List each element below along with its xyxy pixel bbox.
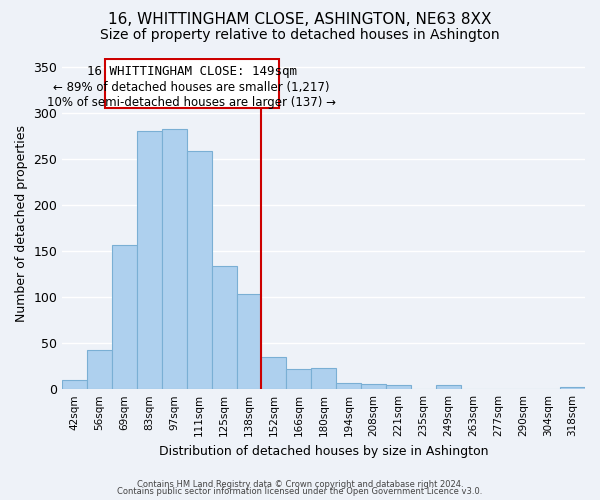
Bar: [62, 380, 87, 389]
Text: Contains public sector information licensed under the Open Government Licence v3: Contains public sector information licen…: [118, 487, 482, 496]
Text: 16 WHITTINGHAM CLOSE: 149sqm: 16 WHITTINGHAM CLOSE: 149sqm: [87, 65, 297, 78]
Bar: [560, 388, 585, 389]
Bar: [137, 131, 162, 389]
Bar: [212, 266, 236, 389]
FancyBboxPatch shape: [104, 60, 279, 108]
Bar: [311, 368, 336, 389]
Bar: [236, 294, 262, 389]
Bar: [187, 152, 212, 389]
Bar: [262, 357, 286, 389]
Bar: [112, 244, 137, 389]
X-axis label: Distribution of detached houses by size in Ashington: Distribution of detached houses by size …: [159, 444, 488, 458]
Text: 16, WHITTINGHAM CLOSE, ASHINGTON, NE63 8XX: 16, WHITTINGHAM CLOSE, ASHINGTON, NE63 8…: [108, 12, 492, 28]
Bar: [286, 369, 311, 389]
Text: Contains HM Land Registry data © Crown copyright and database right 2024.: Contains HM Land Registry data © Crown c…: [137, 480, 463, 489]
Bar: [386, 384, 411, 389]
Bar: [361, 384, 386, 389]
Bar: [162, 130, 187, 389]
Bar: [336, 382, 361, 389]
Y-axis label: Number of detached properties: Number of detached properties: [15, 125, 28, 322]
Text: ← 89% of detached houses are smaller (1,217): ← 89% of detached houses are smaller (1,…: [53, 80, 330, 94]
Bar: [436, 386, 461, 389]
Bar: [87, 350, 112, 389]
Text: 10% of semi-detached houses are larger (137) →: 10% of semi-detached houses are larger (…: [47, 96, 336, 109]
Text: Size of property relative to detached houses in Ashington: Size of property relative to detached ho…: [100, 28, 500, 42]
